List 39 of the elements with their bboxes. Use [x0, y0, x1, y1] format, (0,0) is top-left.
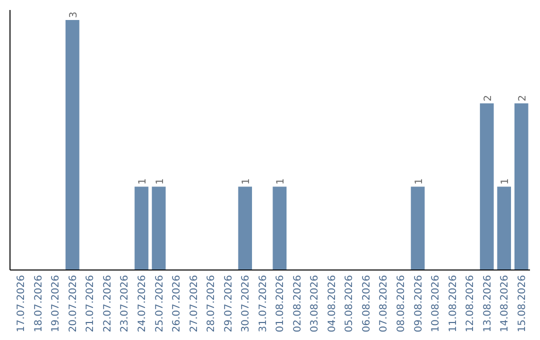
data-label: 1 — [276, 178, 287, 185]
x-tick-label: 03.08.2026 — [310, 275, 321, 332]
data-label: 2 — [482, 94, 494, 102]
x-tick-label: 18.07.2026 — [33, 275, 44, 332]
x-tick-label: 20.07.2026 — [68, 275, 79, 332]
x-tick-label: 01.08.2026 — [275, 275, 286, 332]
data-label: 1 — [154, 178, 166, 185]
x-tick-label: 09.08.2026 — [413, 275, 424, 332]
data-label: 3 — [68, 12, 80, 18]
x-tick-label: 10.08.2026 — [430, 275, 442, 332]
x-tick-label: 14.08.2026 — [500, 275, 511, 332]
x-tick-label: 31.07.2026 — [258, 275, 269, 332]
data-label: 1 — [500, 178, 512, 185]
x-tick-label: 11.08.2026 — [448, 275, 459, 332]
x-tick-label: 17.07.2026 — [16, 275, 28, 332]
x-tick-label: 22.07.2026 — [102, 275, 114, 332]
x-tick-label: 29.07.2026 — [223, 275, 234, 332]
x-tick-label: 21.07.2026 — [85, 275, 96, 332]
x-tick-label: 07.08.2026 — [378, 275, 390, 332]
x-tick-label: 25.07.2026 — [154, 275, 166, 332]
x-tick-label: 24.07.2026 — [137, 275, 148, 332]
x-tick-label: 15.08.2026 — [516, 275, 528, 332]
x-tick-label: 04.08.2026 — [326, 275, 338, 332]
data-label: 1 — [138, 178, 148, 185]
x-tick-label: 27.07.2026 — [188, 275, 200, 332]
data-label: 1 — [241, 178, 252, 185]
data-label: 1 — [414, 178, 425, 185]
x-tick-label: 28.07.2026 — [206, 275, 218, 332]
x-tick-label: 23.07.2026 — [120, 275, 131, 332]
x-tick-label: 08.08.2026 — [396, 275, 407, 332]
x-tick-label: 13.08.2026 — [482, 275, 494, 332]
data-label: 2 — [517, 94, 528, 102]
x-tick-label: 26.07.2026 — [172, 275, 183, 332]
x-tick-label: 12.08.2026 — [465, 275, 476, 332]
x-tick-label: 05.08.2026 — [344, 275, 356, 332]
x-tick-label: 19.07.2026 — [50, 275, 62, 332]
x-tick-label: 06.08.2026 — [361, 275, 372, 332]
x-tick-label: 02.08.2026 — [292, 275, 304, 332]
x-tick-label: 30.07.2026 — [240, 275, 252, 332]
